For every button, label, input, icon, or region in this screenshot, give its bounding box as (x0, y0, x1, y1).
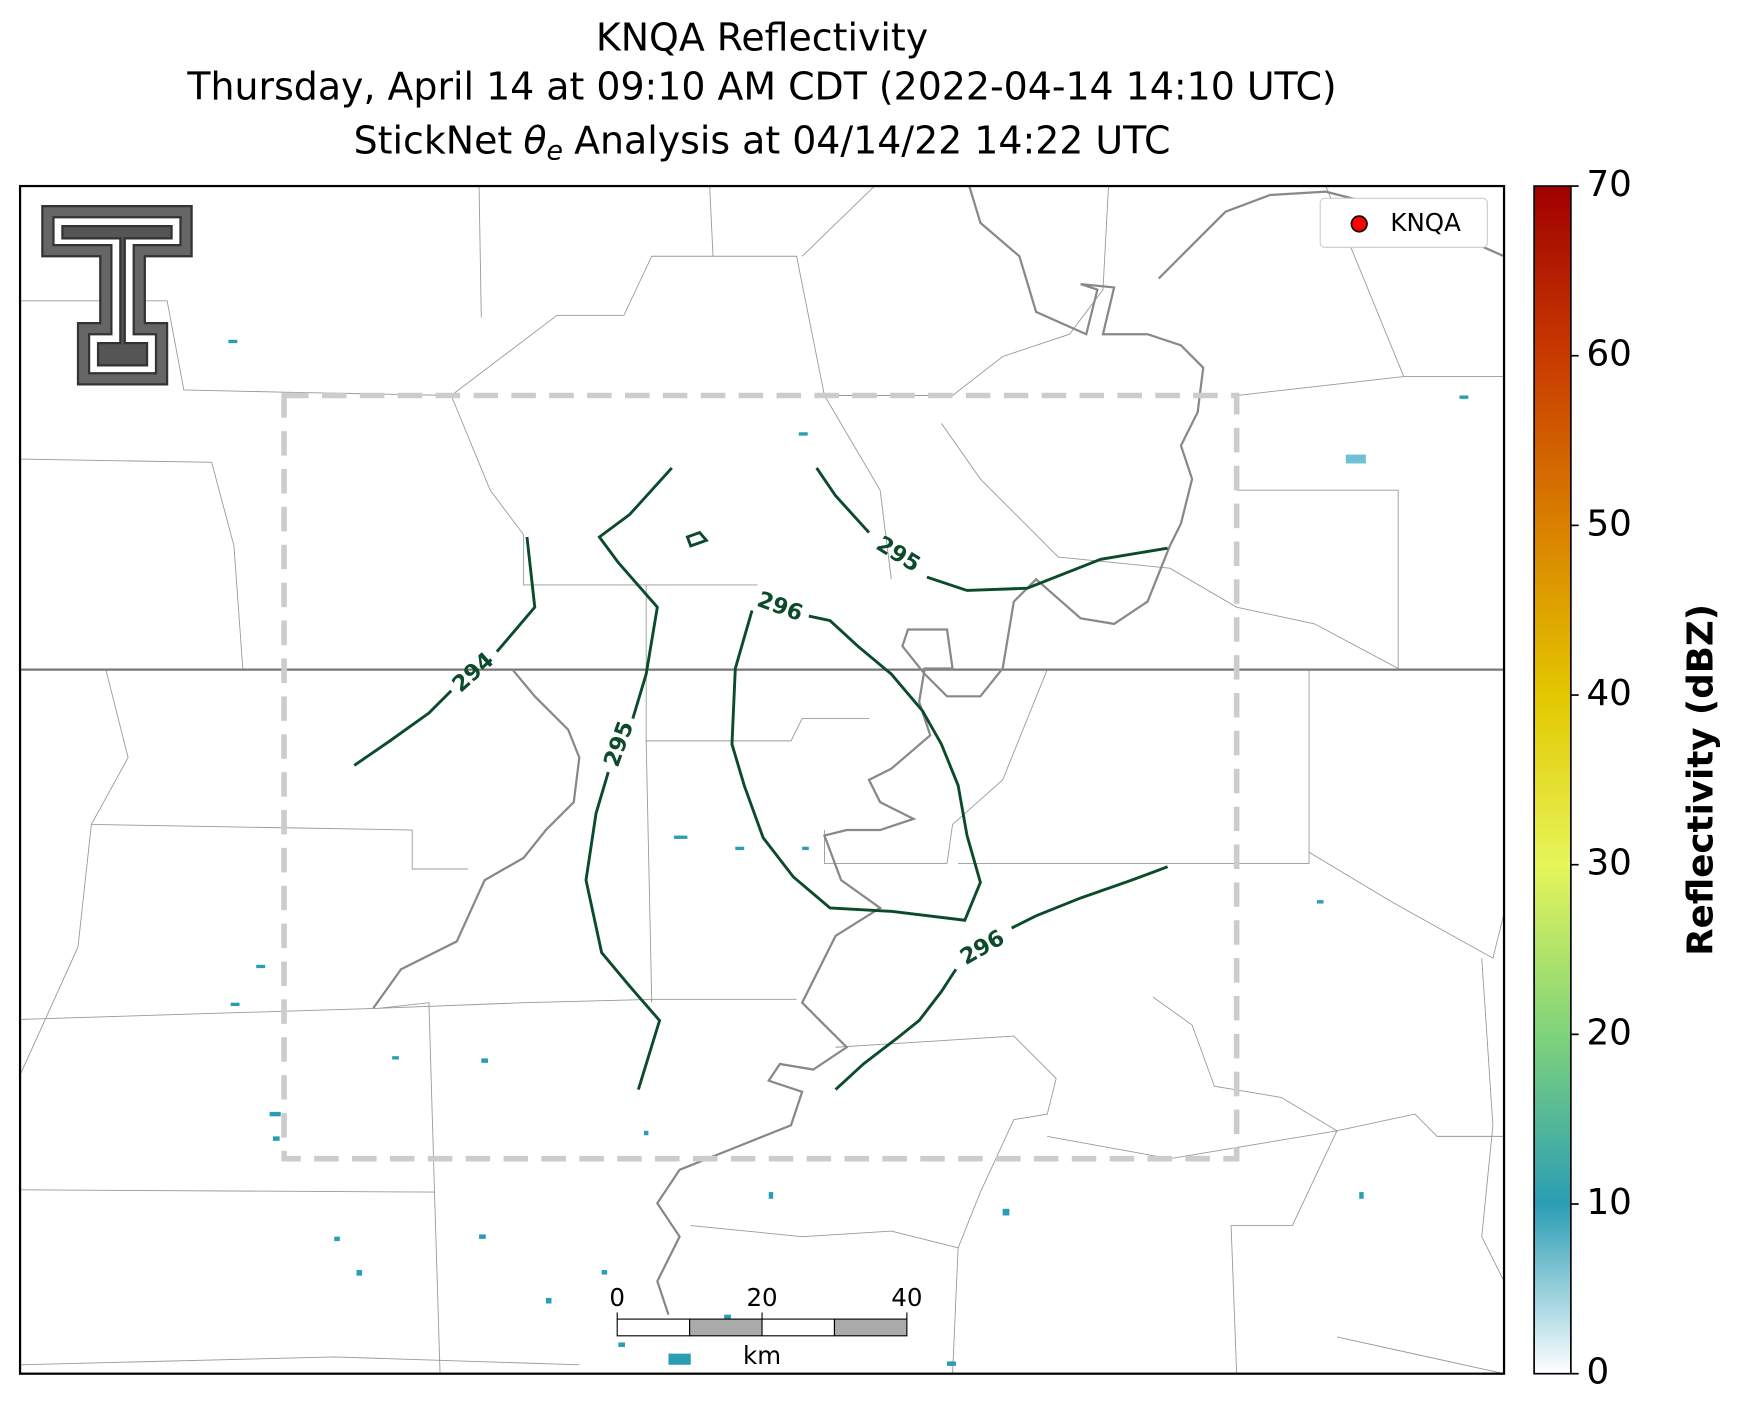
theta: θ (523, 118, 546, 162)
contour-line (926, 546, 1168, 592)
contour-line (1010, 865, 1169, 930)
contour-label: 295 (599, 718, 639, 771)
map-frame (18, 184, 1506, 1375)
legend-box (1319, 197, 1488, 248)
analysis-prefix: StickNet (354, 118, 513, 162)
analysis-title: StickNet θe Analysis at 04/14/22 14:22 UTC (354, 118, 1171, 166)
contour-line (353, 689, 453, 767)
contour-line (495, 536, 537, 653)
scale-segment (616, 1318, 691, 1337)
scale-segment (833, 1318, 908, 1337)
reflectivity-specks (228, 339, 1469, 1366)
scale-segment (761, 1318, 836, 1337)
theta-subscript: e (547, 135, 563, 166)
contour-line (584, 771, 662, 1091)
colorbar-tick-label: 60 (1586, 334, 1631, 375)
colorbar-label: Reflectivity (dBZ) (1680, 604, 1721, 956)
colorbar-tick-label: 10 (1586, 1182, 1631, 1223)
colorbar: 0 10 20 30 40 50 60 70 (1533, 164, 1632, 1393)
scale-unit: km (743, 1341, 781, 1370)
legend-marker (1350, 215, 1368, 233)
contour-line (834, 968, 958, 1091)
county-lines (20, 186, 1505, 1374)
contour-line (815, 467, 871, 534)
title: KNQA Reflectivity (596, 16, 928, 60)
analysis-suffix: Analysis at 04/14/22 14:22 UTC (574, 118, 1170, 162)
colorbar-tick-label: 20 (1586, 1012, 1631, 1053)
legend-label: KNQA (1390, 208, 1461, 237)
scale-tick-label: 20 (746, 1283, 777, 1312)
logo (41, 204, 193, 386)
colorbar-tick-label: 0 (1586, 1352, 1609, 1393)
contour-line (597, 466, 673, 720)
scale-tick-label: 40 (891, 1283, 922, 1312)
colorbar-tick-label: 70 (1586, 164, 1631, 205)
scale-tick-label: 0 (609, 1283, 625, 1312)
contour-label: 294 (447, 647, 499, 697)
colorbar-tick-label: 30 (1586, 843, 1631, 884)
contour-label: 295 (872, 531, 925, 578)
colorbar-fill (1533, 185, 1572, 1375)
map: 294 295 295 296 296 KNQA 0 20 40 km (18, 184, 1506, 1375)
rivers (372, 186, 1505, 1315)
contour-line (730, 610, 982, 922)
subtitle: Thursday, April 14 at 09:10 AM CDT (2022… (186, 65, 1336, 109)
colorbar-tick-label: 50 (1586, 503, 1631, 544)
contour-label: 296 (956, 925, 1009, 971)
contours: 294 295 295 296 296 (353, 466, 1169, 1091)
legend: KNQA (1319, 197, 1488, 248)
contour-line (685, 530, 709, 548)
scale-bar: 0 20 40 km (609, 1283, 922, 1370)
scale-segment (689, 1318, 763, 1337)
contour-label: 296 (754, 587, 807, 627)
colorbar-tick-label: 40 (1586, 673, 1631, 714)
analysis-domain (281, 392, 1240, 1162)
